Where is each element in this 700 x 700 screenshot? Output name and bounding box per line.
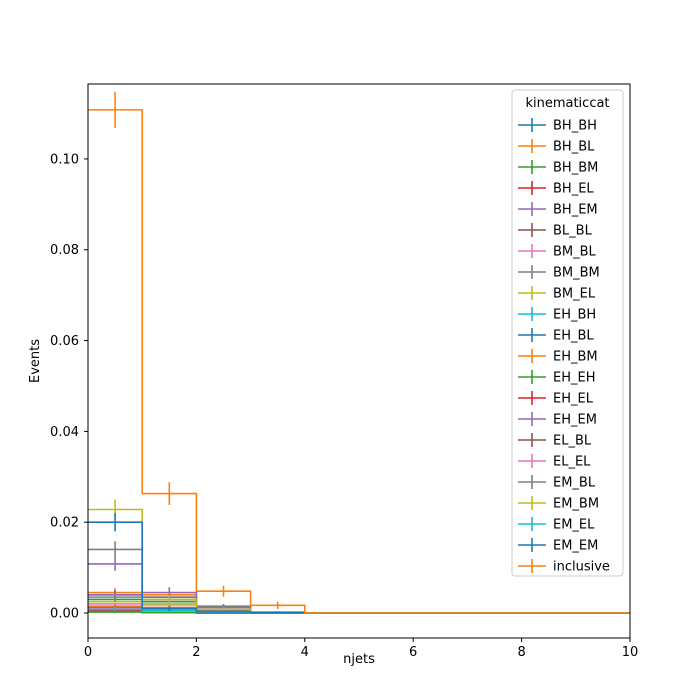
legend-label: BH_EM: [553, 203, 598, 218]
legend-item: BM_EL: [518, 286, 596, 302]
legend-label: EM_BM: [553, 497, 599, 512]
legend-label: BL_BL: [553, 224, 593, 239]
legend-label: inclusive: [553, 560, 610, 575]
y-tick-label: 0.08: [50, 243, 79, 258]
legend-label: BH_BH: [553, 119, 597, 134]
series-inclusive: [88, 91, 630, 614]
y-axis: 0.00 0.02 0.04 0.06 0.08 0.10: [50, 152, 88, 622]
legend-item: BH_BM: [518, 160, 598, 176]
y-tick-label: 0.00: [50, 607, 79, 622]
legend-item: EM_EM: [518, 538, 598, 554]
x-tick-label: 10: [622, 645, 639, 660]
legend-item: EM_EL: [518, 517, 595, 533]
series-step-line: [88, 109, 630, 614]
series-layer: [88, 91, 630, 614]
legend-label: BM_BM: [553, 266, 600, 281]
legend-label: BH_EL: [553, 182, 594, 197]
legend-label: BH_BM: [553, 161, 598, 176]
legend-label: EM_BL: [553, 476, 596, 491]
legend-item: EL_EL: [518, 454, 591, 470]
legend-item: BH_EL: [518, 181, 594, 197]
legend-label: EH_BH: [553, 308, 596, 323]
legend-label: EH_BL: [553, 329, 594, 344]
plot-frame: [87, 83, 631, 639]
legend-item: EH_BH: [518, 307, 596, 323]
legend-box: [511, 89, 624, 577]
legend-item: BH_EM: [518, 202, 598, 218]
legend-label: EH_EM: [553, 413, 597, 428]
legend-item: BL_BL: [518, 223, 593, 239]
legend-item: BM_BL: [518, 244, 597, 260]
x-axis: 0 2 4 6 8 10: [84, 638, 638, 660]
y-tick-label: 0.04: [50, 425, 79, 440]
legend-label: EM_EM: [553, 539, 598, 554]
legend-label: BM_BL: [553, 245, 597, 260]
legend-item: EH_BM: [518, 349, 598, 365]
y-tick-label: 0.02: [50, 516, 79, 531]
legend: kinematiccat BH_BH BH_BL BH_BM BH_EL BH_EM BL_…: [511, 89, 624, 577]
legend-item: EM_BM: [518, 496, 599, 512]
legend-label: BH_BL: [553, 140, 595, 155]
x-tick-label: 8: [517, 645, 525, 660]
legend-item: inclusive: [518, 559, 610, 575]
legend-label: EH_BM: [553, 350, 598, 365]
x-axis-label: njets: [343, 652, 375, 667]
legend-item: BH_BH: [518, 118, 597, 134]
legend-item: BM_BM: [518, 265, 600, 281]
legend-label: EH_EH: [553, 371, 595, 386]
legend-label: EM_EL: [553, 518, 595, 533]
legend-title: kinematiccat: [525, 96, 609, 111]
legend-label: BM_EL: [553, 287, 596, 302]
legend-label: EL_EL: [553, 455, 591, 470]
legend-item: EH_EM: [518, 412, 597, 428]
legend-label: EL_BL: [553, 434, 592, 449]
legend-item: BH_BL: [518, 139, 595, 155]
legend-item: EL_BL: [518, 433, 592, 449]
x-tick-label: 0: [84, 645, 92, 660]
x-tick-label: 2: [192, 645, 200, 660]
legend-item: EH_EL: [518, 391, 594, 407]
y-tick-label: 0.10: [50, 152, 79, 167]
legend-label: EH_EL: [553, 392, 594, 407]
y-axis-label: Events: [28, 339, 43, 383]
x-tick-label: 6: [409, 645, 417, 660]
x-tick-label: 4: [301, 645, 309, 660]
legend-item: EH_BL: [518, 328, 594, 344]
y-tick-label: 0.06: [50, 334, 79, 349]
legend-item: EH_EH: [518, 370, 595, 386]
legend-item: EM_BL: [518, 475, 596, 491]
